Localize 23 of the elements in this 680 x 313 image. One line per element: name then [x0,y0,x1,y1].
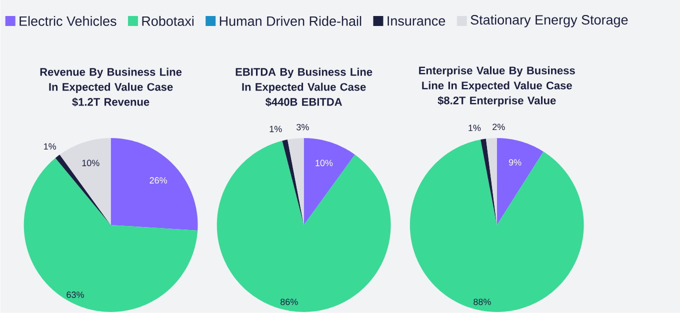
data-label: 26% [150,177,168,184]
text: Revenue By Business Line In Expected Value Case [40,68,182,94]
data-label: 63% [66,292,84,298]
data-label: 10% [316,160,333,166]
data-label: 10% [82,160,100,166]
chart-title: Enterprise Value By Business Line In Expected Value Case [419,66,575,92]
data-label: 2% [492,124,505,130]
chart-subtitle: $8.2T Enterprise Value [438,96,556,107]
data-label: 1% [270,126,282,132]
text: $1.2T Revenue [72,98,150,107]
legend-label: Electric Vehicles [20,16,116,26]
chart-subtitle: $440B EBITDA [265,98,342,107]
data-label: 1% [468,124,481,132]
legend-label: Robotaxi [142,16,194,26]
data-label: 9% [508,159,522,166]
legend-label: Insurance [388,16,446,26]
data-label: 1% [44,143,56,150]
data-label: 3% [296,124,309,130]
legend-label: Human Driven Ride-hail [220,16,362,26]
data-label: 88% [474,298,491,306]
legend-label: Stationary Energy Storage [470,14,628,28]
chart-title: EBITDA By Business Line In Expected Value Case [236,68,372,94]
data-label: 86% [280,298,298,306]
